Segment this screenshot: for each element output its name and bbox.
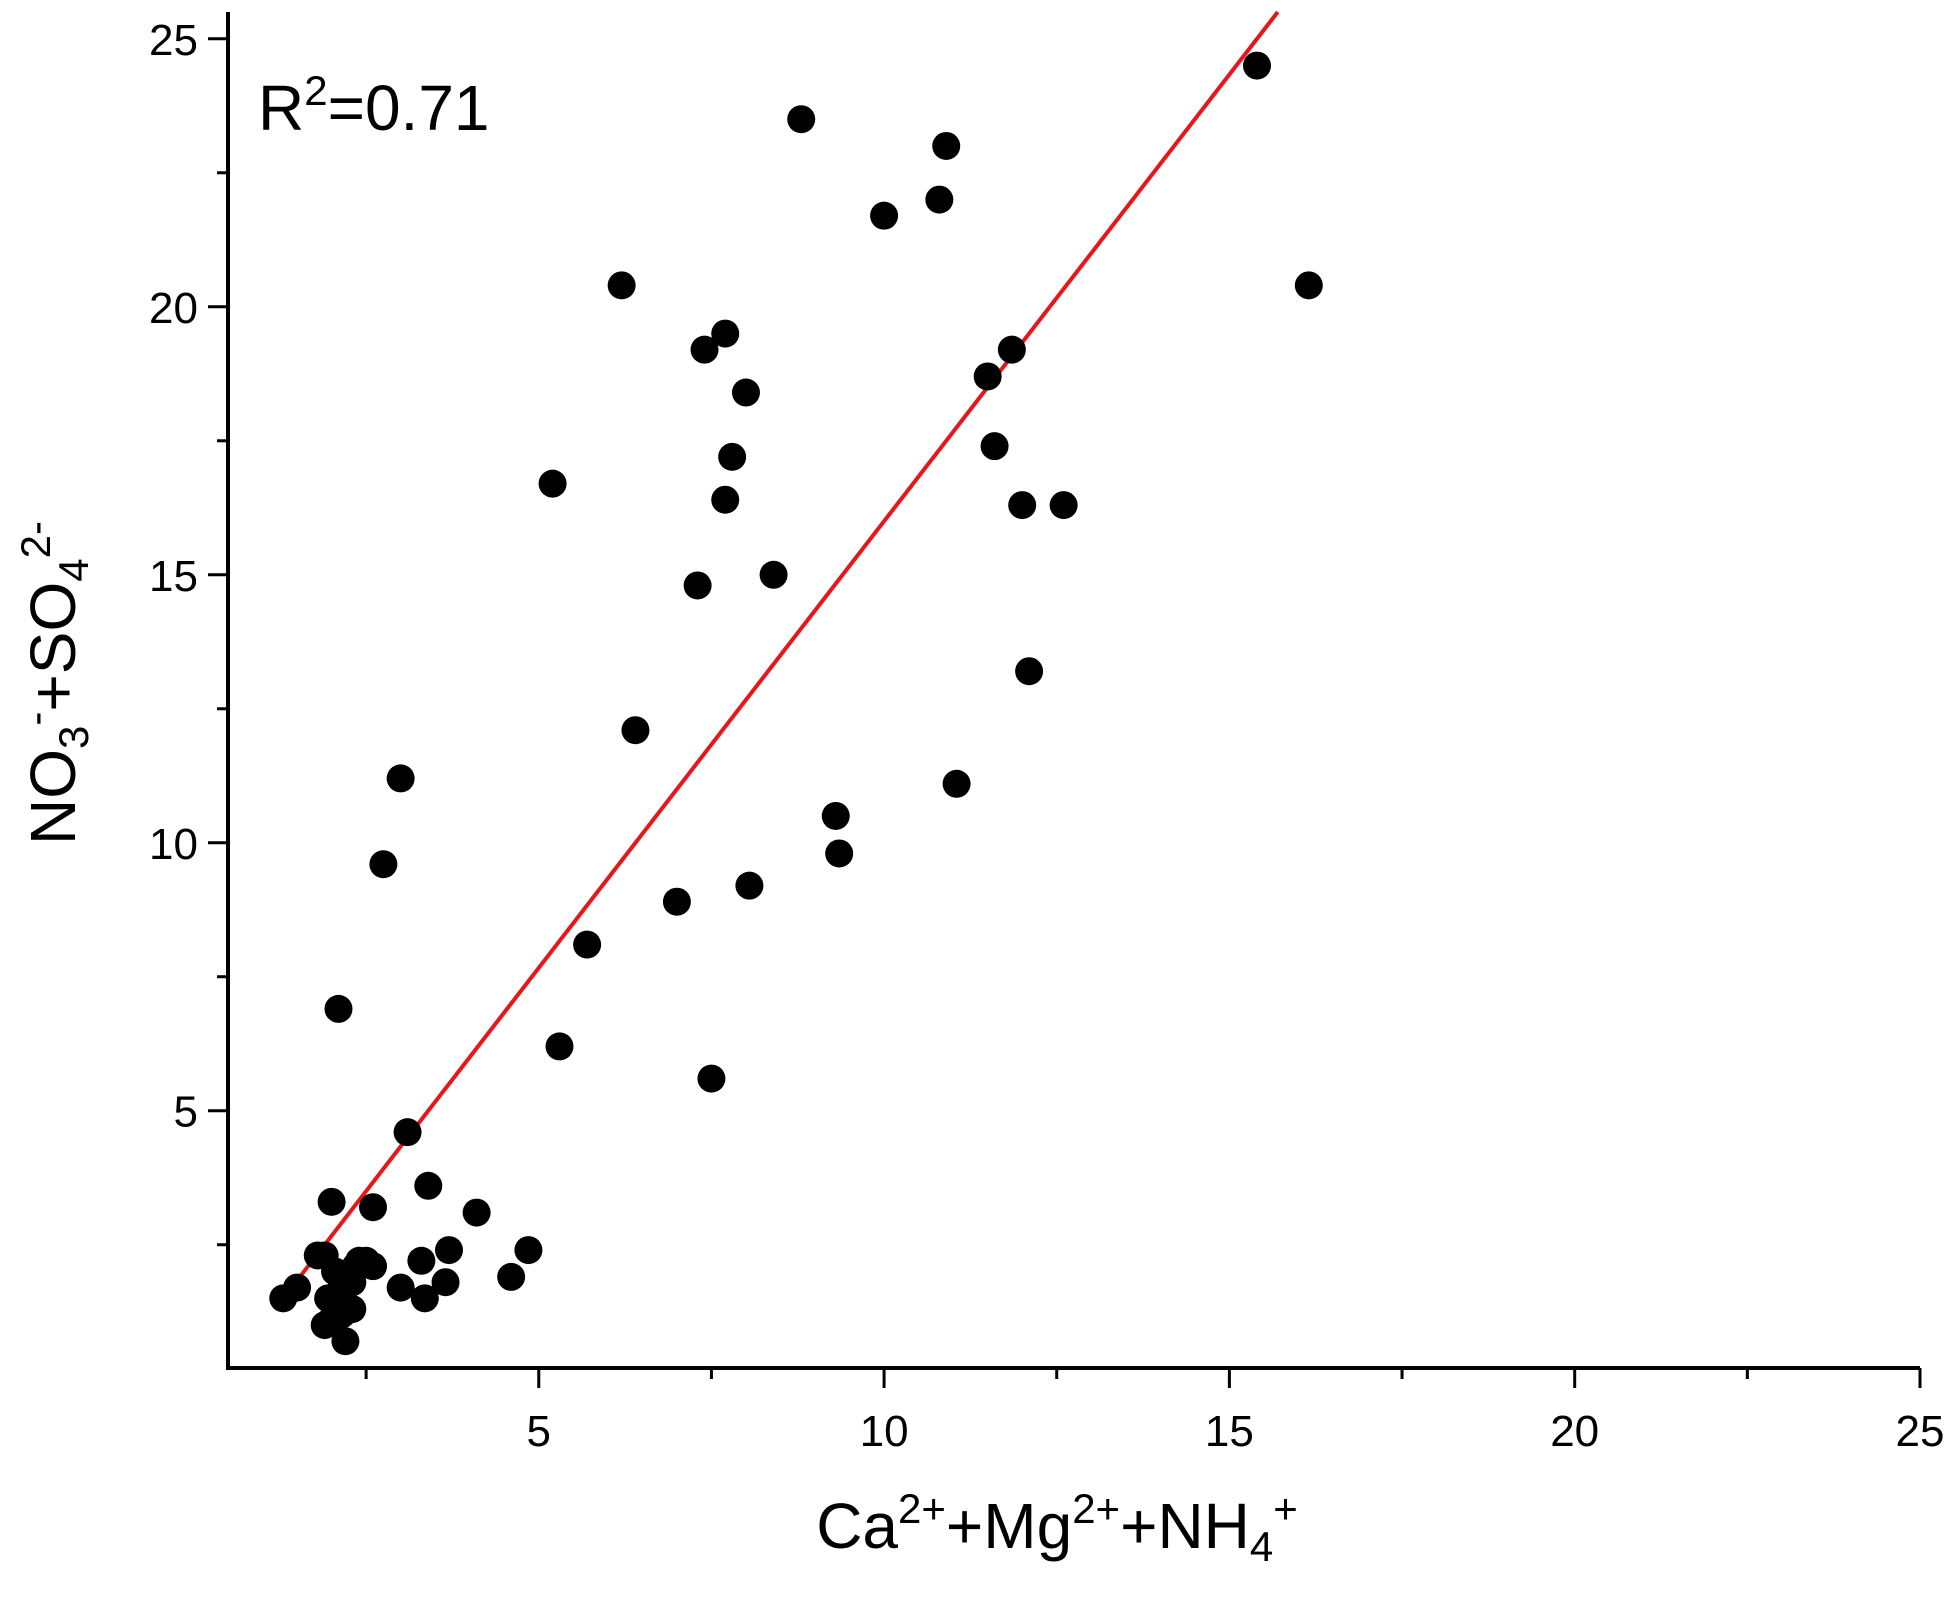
scatter-point <box>324 994 353 1023</box>
scatter-point <box>697 1064 726 1093</box>
scatter-point <box>711 485 740 514</box>
y-tick-label: 20 <box>149 284 198 333</box>
label-part: 2- <box>12 521 59 558</box>
data-points <box>269 51 1323 1356</box>
y-tick-label: 25 <box>149 16 198 65</box>
label-part: 2+ <box>1072 1485 1120 1532</box>
scatter-point <box>359 1193 388 1222</box>
x-axis-title: Ca2++Mg2++NH4+ <box>816 1485 1298 1570</box>
scatter-point <box>980 432 1009 461</box>
scatter-point <box>1008 491 1037 520</box>
scatter-point <box>825 839 854 868</box>
scatter-point <box>1015 657 1044 686</box>
scatter-point <box>690 335 719 364</box>
scatter-point <box>1294 271 1323 300</box>
y-axis-title: NO3-+SO42- <box>12 521 97 845</box>
scatter-point <box>1049 491 1078 520</box>
scatter-point <box>821 801 850 830</box>
scatter-point <box>942 769 971 798</box>
scatter-point <box>973 362 1002 391</box>
scatter-point <box>369 850 398 879</box>
scatter-point <box>393 1118 422 1147</box>
label-part: Ca <box>816 1490 898 1562</box>
scatter-point <box>573 930 602 959</box>
scatter-point <box>607 271 636 300</box>
scatter-point <box>925 185 954 214</box>
scatter-point <box>735 871 764 900</box>
label-part: 2+ <box>898 1485 946 1532</box>
scatter-point <box>662 887 691 916</box>
y-tick-label: 10 <box>149 820 198 869</box>
label-part: =0.71 <box>328 72 490 144</box>
scatter-point <box>317 1187 346 1216</box>
r-squared-annotation: R2=0.71 <box>258 67 490 144</box>
x-tick-label: 25 <box>1896 1407 1945 1456</box>
label-part: 2 <box>304 67 327 114</box>
y-tick-label: 15 <box>149 552 198 601</box>
label-part: NO <box>17 749 89 845</box>
scatter-point <box>407 1246 436 1275</box>
scatter-point <box>386 764 415 793</box>
scatter-point <box>731 378 760 407</box>
scatter-point <box>462 1198 491 1227</box>
scatter-point <box>410 1284 439 1313</box>
scatter-point <box>514 1236 543 1265</box>
fit-line <box>281 10 1280 1300</box>
scatter-point <box>787 105 816 134</box>
scatter-point <box>683 571 712 600</box>
x-tick-label: 15 <box>1205 1407 1254 1456</box>
label-part: +SO <box>17 582 89 712</box>
label-part: + <box>1273 1485 1298 1532</box>
y-tick-label: 5 <box>174 1088 198 1137</box>
label-part: 4 <box>1250 1523 1273 1570</box>
tick-labels: 5 10 15 20 25 5 10 15 20 25 <box>149 16 1944 1456</box>
x-tick-label: 10 <box>860 1407 909 1456</box>
fit-line-layer <box>281 10 1280 1300</box>
scatter-point <box>331 1327 360 1356</box>
scatter-point <box>1243 51 1272 80</box>
label-part: +NH <box>1120 1490 1250 1562</box>
scatter-point <box>283 1273 312 1302</box>
scatter-point <box>997 335 1026 364</box>
scatter-point <box>759 560 788 589</box>
label-part: R <box>258 72 304 144</box>
scatter-point <box>538 469 567 498</box>
scatter-point <box>434 1236 463 1265</box>
scatter-point <box>359 1252 388 1281</box>
label-part: +Mg <box>946 1490 1072 1562</box>
scatter-point <box>932 131 961 160</box>
label-part: - <box>12 712 59 726</box>
x-tick-label: 5 <box>527 1407 551 1456</box>
scatter-point <box>386 1273 415 1302</box>
scatter-point <box>414 1171 443 1200</box>
scatter-point <box>497 1262 526 1291</box>
axes <box>208 12 1922 1388</box>
scatter-point <box>621 716 650 745</box>
label-part: 4 <box>50 558 97 581</box>
label-part: 3 <box>50 726 97 749</box>
scatter-point <box>338 1295 367 1324</box>
scatter-point <box>711 319 740 348</box>
scatter-point <box>718 442 747 471</box>
scatter-point <box>545 1032 574 1061</box>
scatter-point <box>870 201 899 230</box>
x-tick-label: 20 <box>1550 1407 1599 1456</box>
scatter-point <box>431 1268 460 1297</box>
